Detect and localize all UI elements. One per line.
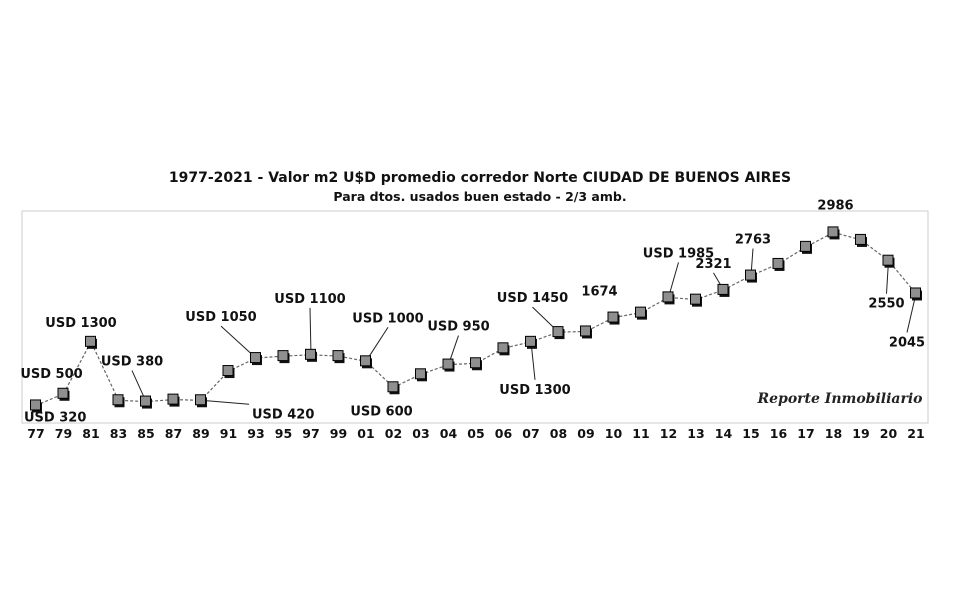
x-tick-label: 11 [632, 426, 649, 441]
x-tick-label: 10 [605, 426, 623, 441]
point-marker [635, 306, 646, 318]
point-marker [800, 240, 811, 252]
x-tick-label: 18 [825, 426, 842, 441]
point-marker [277, 350, 289, 362]
x-tick-label: 08 [550, 426, 567, 441]
x-tick-label: 97 [302, 426, 319, 441]
point-marker [470, 357, 481, 369]
point-marker [140, 395, 151, 407]
point-marker [387, 381, 399, 393]
x-tick-label: 15 [742, 426, 759, 441]
data-label: USD 1050 [185, 310, 256, 325]
x-tick-label: 77 [27, 426, 44, 441]
x-tick-label: 99 [330, 426, 347, 441]
x-tick-label: 06 [495, 426, 513, 441]
point-marker [855, 233, 866, 245]
x-tick-label: 07 [522, 426, 539, 441]
data-label: 2321 [695, 257, 731, 272]
point-marker [580, 325, 591, 337]
point-marker [497, 342, 509, 354]
x-tick-label: 16 [770, 426, 788, 441]
x-tick-label: 91 [220, 426, 237, 441]
label-connector [309, 307, 312, 355]
point-marker [305, 348, 316, 360]
data-label: USD 1000 [352, 311, 423, 326]
point-marker [167, 393, 179, 405]
chart-title: 1977-2021 - Valor m2 U$D promedio corred… [168, 170, 792, 186]
data-label: 2045 [889, 335, 925, 350]
point-marker [57, 387, 69, 399]
point-marker [717, 283, 729, 295]
point-marker [195, 394, 206, 406]
point-marker [827, 226, 839, 238]
source-watermark: Reporte Inmobiliario [756, 391, 922, 407]
x-tick-label: 01 [357, 426, 374, 441]
point-marker [442, 358, 454, 370]
x-tick-label: 17 [797, 426, 814, 441]
data-label: USD 380 [101, 355, 163, 370]
point-marker [690, 293, 701, 305]
x-tick-label: 05 [467, 426, 484, 441]
data-label: USD 320 [24, 410, 86, 425]
point-marker [30, 399, 41, 411]
data-label: USD 1300 [499, 383, 570, 398]
x-tick-label: 81 [82, 426, 99, 441]
data-label: 2550 [868, 297, 904, 312]
point-marker [415, 368, 426, 380]
x-tick-label: 03 [412, 426, 429, 441]
x-tick-label: 87 [165, 426, 182, 441]
x-tick-label: 89 [192, 426, 209, 441]
x-tick-label: 83 [110, 426, 127, 441]
data-label: 2763 [735, 233, 771, 248]
x-tick-label: 13 [687, 426, 704, 441]
plot-frame [21, 210, 929, 424]
x-tick-label: 79 [55, 426, 72, 441]
data-label: USD 420 [252, 407, 314, 422]
x-tick-label: 20 [880, 426, 898, 441]
data-label: USD 950 [427, 320, 489, 335]
x-tick-label: 85 [137, 426, 154, 441]
x-tick-label: 93 [247, 426, 264, 441]
data-label: USD 1300 [45, 316, 116, 331]
point-marker [882, 254, 894, 266]
x-tick-label: 09 [577, 426, 594, 441]
x-tick-label: 12 [660, 426, 677, 441]
x-tick-label: 14 [715, 426, 733, 441]
point-marker [85, 335, 96, 347]
point-marker [332, 350, 344, 362]
point-marker [662, 291, 674, 303]
point-marker [745, 269, 756, 281]
x-tick-label: 21 [907, 426, 924, 441]
data-label: USD 1450 [497, 291, 568, 306]
x-tick-label: 02 [385, 426, 402, 441]
data-label: USD 600 [350, 404, 412, 419]
label-connector [200, 399, 250, 405]
point-marker [552, 326, 564, 338]
point-marker [222, 365, 234, 377]
x-tick-label: 95 [275, 426, 292, 441]
point-marker [772, 257, 784, 269]
data-label: 1674 [581, 285, 617, 300]
point-marker [910, 287, 921, 299]
data-label: USD 1985 [643, 246, 714, 261]
x-tick-label: 19 [852, 426, 869, 441]
point-marker [525, 335, 536, 347]
data-label: USD 1100 [274, 292, 345, 307]
data-label: 2986 [817, 198, 853, 213]
point-marker [112, 394, 124, 406]
data-label: USD 500 [20, 367, 82, 382]
point-marker [360, 355, 371, 367]
x-tick-label: 04 [440, 426, 458, 441]
chart-subtitle: Para dtos. usados buen estado - 2/3 amb. [333, 189, 627, 204]
point-marker [250, 352, 261, 364]
point-marker [607, 311, 619, 323]
